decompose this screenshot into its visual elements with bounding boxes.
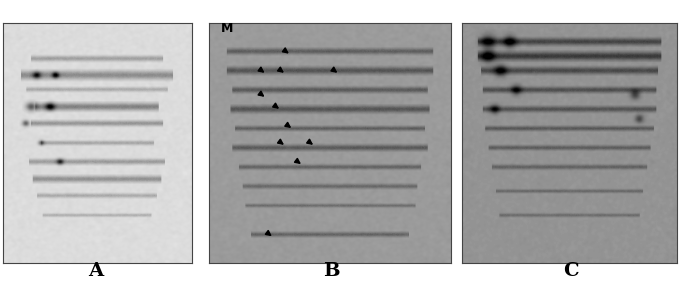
Text: A: A xyxy=(88,262,103,280)
Text: C: C xyxy=(564,262,579,280)
Text: M: M xyxy=(221,22,233,35)
Text: B: B xyxy=(324,262,340,280)
